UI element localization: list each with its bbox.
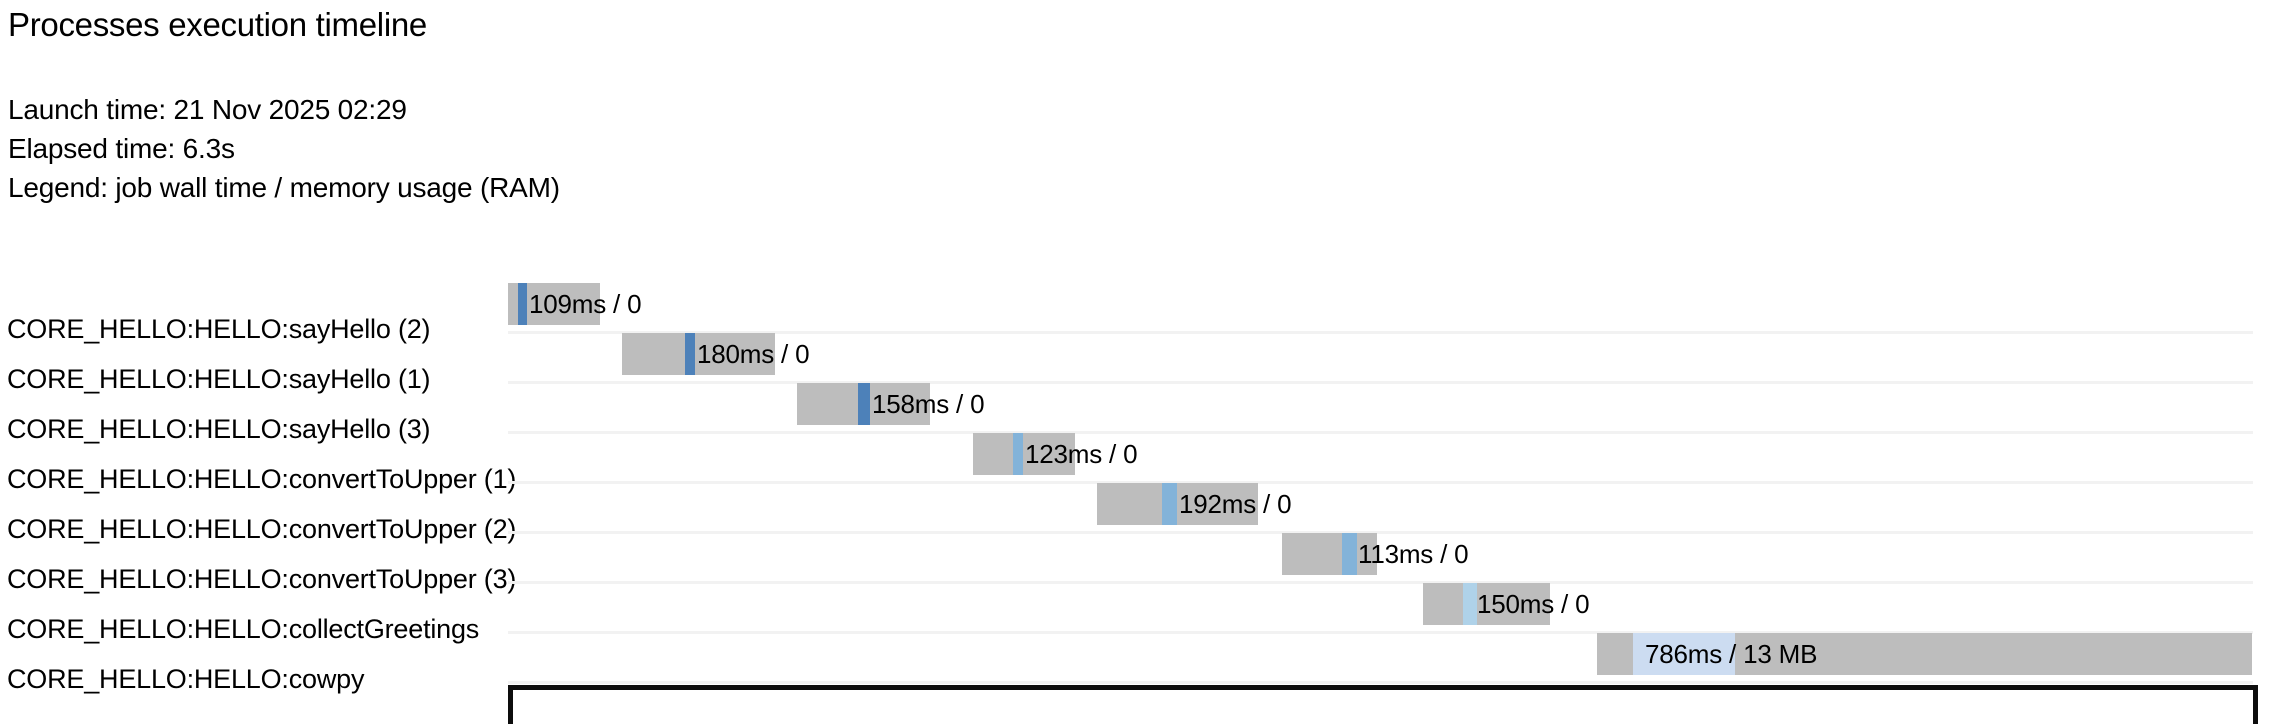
report-meta: Launch time: 21 Nov 2025 02:29 Elapsed t… — [8, 90, 560, 207]
task-name-label: CORE_HELLO:HELLO:convertToUpper (3) — [7, 564, 517, 594]
task-value-label: 786ms / 13 MB — [1645, 638, 1818, 669]
task-name-label: CORE_HELLO:HELLO:sayHello (2) — [7, 314, 431, 344]
launch-time-text: Launch time: 21 Nov 2025 02:29 — [8, 94, 407, 125]
task-name-label: CORE_HELLO:HELLO:cowpy — [7, 664, 365, 694]
row-separator — [508, 331, 2253, 334]
task-bar — [508, 283, 600, 325]
row-separator — [508, 581, 2253, 584]
task-bar — [622, 333, 775, 375]
task-name-label: CORE_HELLO:HELLO:sayHello (1) — [7, 364, 431, 394]
task-name-label: CORE_HELLO:HELLO:sayHello (3) — [7, 414, 431, 444]
row-separator — [508, 531, 2253, 534]
task-bar — [1282, 533, 1377, 575]
task-value-label: 150ms / 0 — [1477, 588, 1590, 619]
task-run-segment — [1342, 533, 1357, 575]
task-bar — [1423, 583, 1550, 625]
page-title: Processes execution timeline — [8, 6, 427, 43]
task-value-label: 113ms / 0 — [1358, 538, 1469, 569]
task-run-segment — [1633, 633, 1735, 675]
row-separator — [508, 481, 2253, 484]
row-separator — [508, 381, 2253, 384]
row-separator — [508, 431, 2253, 434]
legend-text: Legend: job wall time / memory usage (RA… — [8, 172, 560, 203]
task-bar — [973, 433, 1075, 475]
task-value-label: 109ms / 0 — [529, 288, 642, 319]
task-run-segment — [858, 383, 870, 425]
elapsed-time-text: Elapsed time: 6.3s — [8, 133, 235, 164]
task-bar — [797, 383, 930, 425]
cropped-bottom-section-box — [508, 685, 2258, 724]
task-run-segment — [518, 283, 527, 325]
task-run-segment — [1463, 583, 1477, 625]
task-run-segment — [685, 333, 695, 375]
task-name-label: CORE_HELLO:HELLO:convertToUpper (2) — [7, 514, 517, 544]
row-separator — [508, 681, 2253, 684]
task-value-label: 123ms / 0 — [1025, 438, 1138, 469]
task-value-label: 158ms / 0 — [872, 388, 985, 419]
task-run-segment — [1162, 483, 1177, 525]
task-name-label: CORE_HELLO:HELLO:collectGreetings — [7, 614, 480, 644]
task-bar — [1597, 633, 2252, 675]
task-run-segment — [1013, 433, 1023, 475]
task-name-label: CORE_HELLO:HELLO:convertToUpper (1) — [7, 464, 517, 494]
task-value-label: 180ms / 0 — [697, 338, 810, 369]
task-value-label: 192ms / 0 — [1179, 488, 1292, 519]
row-separator — [508, 631, 2253, 634]
task-bar — [1097, 483, 1258, 525]
